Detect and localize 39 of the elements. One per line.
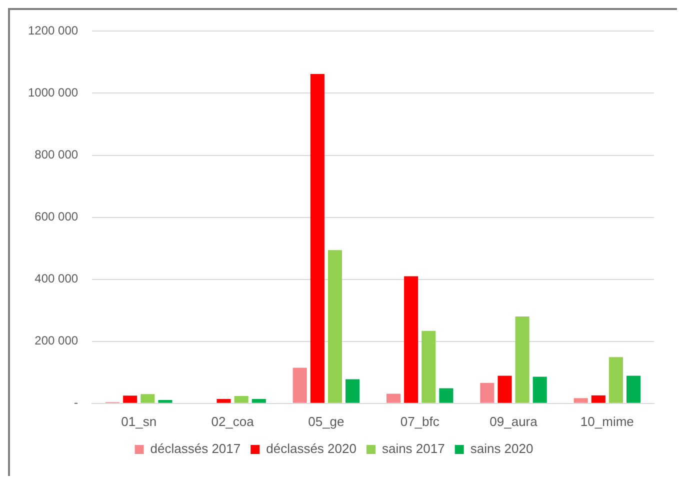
legend-label: déclassés 2020 xyxy=(266,441,356,456)
bar xyxy=(439,388,454,403)
y-tick-label: 600 000 xyxy=(34,210,78,224)
y-tick-label: 800 000 xyxy=(34,148,78,162)
x-tick-label: 05_ge xyxy=(308,414,344,429)
y-tick-label: 1000 000 xyxy=(28,86,78,100)
x-tick-label: 07_bfc xyxy=(400,414,440,429)
bar xyxy=(292,368,307,403)
x-tick-label: 01_sn xyxy=(121,414,157,429)
bar xyxy=(498,376,512,403)
bar xyxy=(252,399,266,403)
legend-label: sains 2020 xyxy=(470,441,534,456)
legend-label: déclassés 2017 xyxy=(150,441,241,456)
x-tick-label: 09_aura xyxy=(490,414,538,429)
bar xyxy=(234,396,248,403)
bar xyxy=(310,74,324,403)
bar xyxy=(123,396,138,403)
bar xyxy=(574,398,588,403)
bar xyxy=(626,376,641,403)
y-tick-label: 200 000 xyxy=(34,334,78,348)
bar xyxy=(140,394,155,403)
legend-label: sains 2017 xyxy=(382,441,445,456)
x-tick-label: 10_mime xyxy=(580,414,634,429)
y-tick-label: 1200 000 xyxy=(28,24,78,38)
bar xyxy=(422,330,436,403)
y-tick-label: 400 000 xyxy=(34,272,78,286)
bar xyxy=(346,379,360,403)
bar xyxy=(158,400,172,403)
y-tick-label: - xyxy=(74,396,78,410)
bar xyxy=(480,382,494,403)
bar xyxy=(216,399,231,403)
bar xyxy=(532,376,547,403)
bar xyxy=(608,357,623,403)
x-tick-label: 02_coa xyxy=(211,414,255,429)
bar xyxy=(515,316,530,403)
bar xyxy=(386,394,401,403)
bar xyxy=(591,395,606,403)
bar xyxy=(404,276,418,403)
bar xyxy=(328,250,342,403)
